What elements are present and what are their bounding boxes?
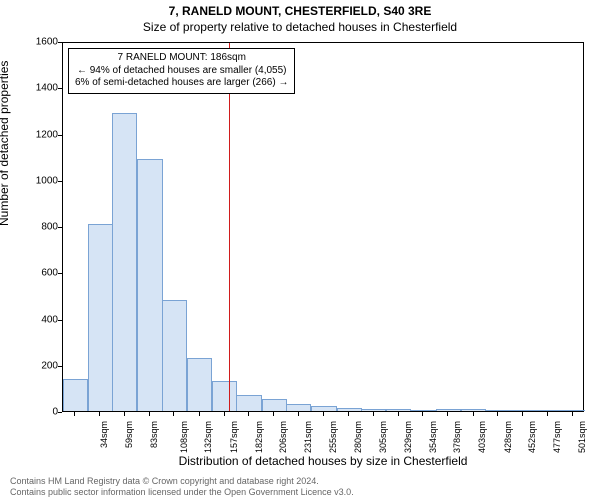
x-tick-label: 280sqm	[353, 421, 363, 453]
y-tick-mark	[58, 42, 62, 43]
histogram-bar	[386, 409, 411, 411]
x-tick-label: 329sqm	[403, 421, 413, 453]
y-tick-label: 1200	[18, 129, 58, 140]
x-axis-label: Distribution of detached houses by size …	[62, 454, 584, 468]
histogram-bar	[410, 410, 435, 411]
histogram-bar	[137, 159, 162, 411]
footer-line-2: Contains public sector information licen…	[10, 487, 354, 498]
x-tick-mark	[199, 412, 200, 416]
x-tick-mark	[547, 412, 548, 416]
annotation-line-3: 6% of semi-detached houses are larger (2…	[75, 77, 288, 90]
annotation-line-1: 7 RANELD MOUNT: 186sqm	[75, 52, 288, 65]
x-tick-mark	[398, 412, 399, 416]
y-tick-mark	[58, 320, 62, 321]
y-tick-label: 1600	[18, 37, 58, 48]
footer-attribution: Contains HM Land Registry data © Crown c…	[10, 476, 354, 498]
y-tick-label: 200	[18, 360, 58, 371]
x-tick-label: 34sqm	[99, 421, 109, 448]
histogram-bar	[461, 409, 486, 411]
histogram-bar	[511, 410, 536, 411]
histogram-bar	[485, 410, 510, 411]
x-tick-label: 452sqm	[527, 421, 537, 453]
reference-line	[229, 43, 230, 411]
x-tick-mark	[447, 412, 448, 416]
chart-title-sub: Size of property relative to detached ho…	[0, 20, 600, 34]
y-tick-label: 800	[18, 222, 58, 233]
chart-title-main: 7, RANELD MOUNT, CHESTERFIELD, S40 3RE	[0, 4, 600, 18]
x-tick-label: 477sqm	[552, 421, 562, 453]
x-tick-mark	[572, 412, 573, 416]
histogram-bar	[63, 379, 88, 411]
x-tick-label: 83sqm	[149, 421, 159, 448]
histogram-bar	[187, 358, 212, 411]
histogram-bar	[112, 113, 137, 411]
histogram-bar	[262, 399, 287, 411]
x-tick-mark	[248, 412, 249, 416]
x-tick-label: 182sqm	[254, 421, 264, 453]
histogram-bar	[361, 409, 386, 411]
y-tick-label: 400	[18, 314, 58, 325]
histogram-bar	[311, 406, 336, 411]
y-tick-mark	[58, 135, 62, 136]
x-tick-label: 428sqm	[503, 421, 513, 453]
x-tick-label: 157sqm	[229, 421, 239, 453]
x-tick-mark	[522, 412, 523, 416]
x-tick-label: 501sqm	[577, 421, 587, 453]
y-tick-mark	[58, 366, 62, 367]
x-tick-mark	[497, 412, 498, 416]
y-tick-mark	[58, 181, 62, 182]
x-tick-mark	[99, 412, 100, 416]
y-tick-label: 600	[18, 268, 58, 279]
x-tick-mark	[273, 412, 274, 416]
plot-area	[62, 42, 584, 412]
histogram-bar	[88, 224, 113, 411]
x-tick-mark	[124, 412, 125, 416]
x-tick-label: 132sqm	[203, 421, 213, 453]
y-tick-mark	[58, 227, 62, 228]
y-tick-mark	[58, 88, 62, 89]
x-tick-label: 108sqm	[179, 421, 189, 453]
histogram-bar	[337, 408, 362, 411]
x-tick-mark	[298, 412, 299, 416]
histogram-bar	[560, 410, 585, 411]
x-tick-label: 378sqm	[452, 421, 462, 453]
x-tick-label: 59sqm	[124, 421, 134, 448]
histogram-bar	[535, 410, 560, 411]
y-tick-mark	[58, 273, 62, 274]
x-tick-label: 255sqm	[328, 421, 338, 453]
y-tick-mark	[58, 412, 62, 413]
y-tick-label: 1400	[18, 83, 58, 94]
x-tick-mark	[422, 412, 423, 416]
x-tick-label: 231sqm	[303, 421, 313, 453]
x-tick-mark	[323, 412, 324, 416]
histogram-bar	[236, 395, 261, 411]
x-tick-mark	[473, 412, 474, 416]
y-tick-label: 1000	[18, 175, 58, 186]
y-axis-label: Number of detached properties	[0, 61, 11, 226]
x-tick-label: 354sqm	[428, 421, 438, 453]
x-tick-mark	[348, 412, 349, 416]
x-tick-label: 206sqm	[278, 421, 288, 453]
histogram-bar	[436, 409, 461, 411]
histogram-bar	[162, 300, 187, 411]
annotation-line-2: ← 94% of detached houses are smaller (4,…	[75, 65, 288, 78]
x-tick-mark	[373, 412, 374, 416]
histogram-bar	[212, 381, 237, 411]
x-tick-label: 305sqm	[378, 421, 388, 453]
x-tick-mark	[173, 412, 174, 416]
y-tick-label: 0	[18, 407, 58, 418]
x-tick-label: 403sqm	[477, 421, 487, 453]
x-tick-mark	[224, 412, 225, 416]
footer-line-1: Contains HM Land Registry data © Crown c…	[10, 476, 354, 487]
x-tick-mark	[149, 412, 150, 416]
histogram-bar	[286, 404, 311, 411]
x-tick-mark	[74, 412, 75, 416]
annotation-box: 7 RANELD MOUNT: 186sqm ← 94% of detached…	[68, 48, 295, 94]
